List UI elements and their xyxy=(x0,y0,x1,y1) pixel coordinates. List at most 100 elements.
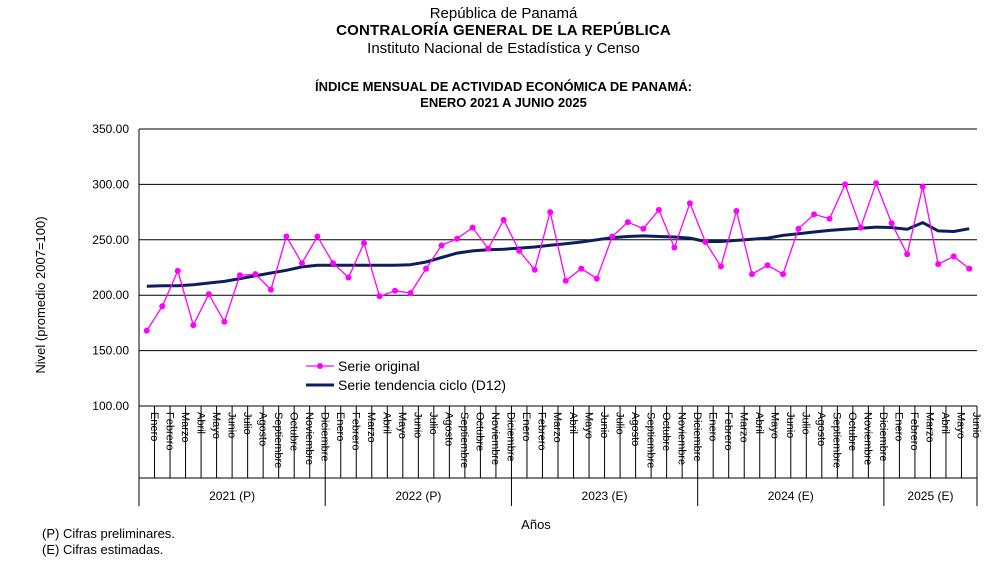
header-contraloria: CONTRALORÍA GENERAL DE LA REPÚBLICA xyxy=(336,22,671,39)
month-label: Febrero xyxy=(350,412,362,451)
original-series-point xyxy=(423,265,430,272)
month-label: Enero xyxy=(334,412,346,441)
legend-original-marker xyxy=(317,363,323,369)
original-series-point xyxy=(283,233,290,240)
original-series-point xyxy=(842,181,849,188)
month-label: Octubre xyxy=(474,412,486,451)
original-series-point xyxy=(516,247,523,254)
month-label: Julio xyxy=(241,412,253,435)
month-label: Abril xyxy=(194,412,206,434)
original-series-point xyxy=(438,242,445,249)
original-series-point xyxy=(143,327,150,334)
month-label: Mayo xyxy=(396,412,408,439)
original-series-point xyxy=(454,235,461,242)
original-series-point xyxy=(392,287,399,294)
month-label: Agosto xyxy=(443,412,455,446)
month-label: Enero xyxy=(893,412,905,441)
original-series-point xyxy=(624,219,631,226)
month-label: Febrero xyxy=(163,412,175,451)
original-series-point xyxy=(236,272,243,279)
chart-subtitle: ENERO 2021 A JUNIO 2025 xyxy=(420,95,587,110)
y-tick-label: 150.00 xyxy=(92,344,129,358)
original-series-point xyxy=(376,293,383,300)
month-label: Marzo xyxy=(365,412,377,443)
month-label: Septiembre xyxy=(458,412,470,468)
trend-series-line xyxy=(146,221,970,288)
month-label: Mayo xyxy=(582,412,594,439)
month-label: Marzo xyxy=(179,412,191,443)
month-label: Enero xyxy=(148,412,160,441)
y-tick-label: 300.00 xyxy=(92,177,129,191)
month-label: Agosto xyxy=(815,412,827,446)
original-series-point xyxy=(795,225,802,232)
month-label: Junio xyxy=(598,412,610,438)
y-tick-label: 250.00 xyxy=(92,233,129,247)
original-series-point xyxy=(190,322,197,329)
original-series-point xyxy=(826,215,833,222)
original-series-point xyxy=(469,224,476,231)
original-series-point xyxy=(733,207,740,214)
month-label: Abril xyxy=(381,412,393,434)
month-label: Mayo xyxy=(955,412,967,439)
month-label: Diciembre xyxy=(691,412,703,462)
original-series-point xyxy=(531,266,538,273)
original-series-point xyxy=(547,209,554,216)
month-label: Febrero xyxy=(536,412,548,451)
month-label: Diciembre xyxy=(318,412,330,462)
original-series-point xyxy=(205,291,212,298)
month-label: Febrero xyxy=(908,412,920,451)
original-series-point xyxy=(655,206,662,213)
original-series-point xyxy=(485,245,492,252)
original-series-point xyxy=(252,271,259,278)
original-series-point xyxy=(888,220,895,227)
original-series-point xyxy=(717,263,724,270)
month-label: Abril xyxy=(567,412,579,434)
note-preliminary: (P) Cifras preliminares. xyxy=(42,526,175,541)
original-series-point xyxy=(671,244,678,251)
month-label: Mayo xyxy=(210,412,222,439)
month-label: Junio xyxy=(412,412,424,438)
month-label: Diciembre xyxy=(877,412,889,462)
chart-title: ÍNDICE MENSUAL DE ACTIVIDAD ECONÓMICA DE… xyxy=(314,79,692,94)
month-label: Julio xyxy=(613,412,625,435)
legend-trend-label: Serie tendencia ciclo (D12) xyxy=(338,377,506,393)
original-series-point xyxy=(748,271,755,278)
original-series-point xyxy=(764,262,771,269)
original-series-point xyxy=(640,225,647,232)
original-series-point xyxy=(966,265,973,272)
month-label: Septiembre xyxy=(272,412,284,468)
year-label: 2024 (E) xyxy=(768,489,814,503)
month-label: Enero xyxy=(706,412,718,441)
header-institute: Instituto Nacional de Estadística y Cens… xyxy=(367,40,640,57)
month-label: Septiembre xyxy=(831,412,843,468)
month-label: Agosto xyxy=(629,412,641,446)
original-series-point xyxy=(407,289,414,296)
header-republic: República de Panamá xyxy=(429,5,578,22)
y-tick-label: 100.00 xyxy=(92,399,129,413)
original-series-point xyxy=(361,240,368,247)
month-label: Enero xyxy=(520,412,532,441)
original-series-point xyxy=(811,211,818,218)
original-series-point xyxy=(780,271,787,278)
month-label: Febrero xyxy=(722,412,734,451)
month-label: Octubre xyxy=(660,412,672,451)
original-series-point xyxy=(857,224,864,231)
month-label: Noviembre xyxy=(303,412,315,465)
month-label: Noviembre xyxy=(489,412,501,465)
month-label: Octubre xyxy=(287,412,299,451)
original-series-point xyxy=(593,275,600,282)
month-label: Agosto xyxy=(256,412,268,446)
original-series-point xyxy=(904,251,911,258)
month-label: Junio xyxy=(970,412,982,438)
month-label: Abril xyxy=(939,412,951,434)
note-estimated: (E) Cifras estimadas. xyxy=(42,542,164,557)
month-label: Mayo xyxy=(769,412,781,439)
original-series-point xyxy=(314,233,321,240)
original-series-point xyxy=(609,233,616,240)
original-series-point xyxy=(562,277,569,284)
original-series-point xyxy=(702,239,709,246)
original-series-point xyxy=(873,180,880,187)
original-series-point xyxy=(919,183,926,190)
month-label: Marzo xyxy=(737,412,749,443)
